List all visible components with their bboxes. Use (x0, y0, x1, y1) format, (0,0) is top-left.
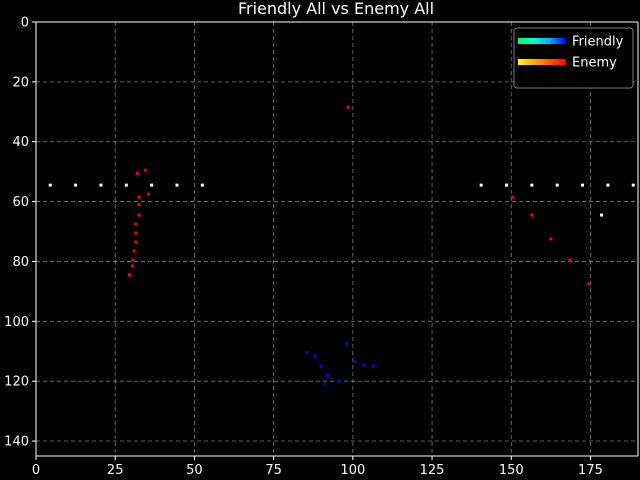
y-tick-label: 0 (21, 16, 29, 31)
enemy-point (134, 222, 138, 226)
x-tick-label: 175 (578, 463, 603, 478)
marker-point (479, 183, 483, 187)
marker-point (48, 183, 52, 187)
x-tick-label: 50 (186, 463, 203, 478)
enemy-point (143, 168, 147, 172)
marker-point (505, 183, 509, 187)
y-tick-label: 80 (12, 255, 29, 270)
marker-point (606, 183, 610, 187)
y-tick-label: 140 (4, 435, 29, 450)
x-tick-label: 75 (265, 463, 282, 478)
enemy-point (135, 171, 139, 175)
enemy-legend-swatch (518, 59, 566, 65)
friendly-point (337, 379, 341, 383)
marker-point (200, 183, 204, 187)
marker-point (124, 183, 128, 187)
y-tick-label: 100 (4, 315, 29, 330)
enemy-point (134, 231, 138, 235)
enemy-point (131, 264, 135, 268)
enemy-point (568, 258, 572, 262)
marker-point (99, 183, 103, 187)
data-points (48, 105, 635, 386)
axes: 0 25 50 75 100 125 150 175 0 20 40 60 80 100 120 140 (4, 16, 639, 478)
friendly-point (371, 364, 375, 368)
legend: Friendly Enemy (513, 27, 634, 89)
marker-point (530, 183, 534, 187)
friendly-legend-swatch (518, 38, 566, 44)
marker-point (581, 183, 585, 187)
x-tick-label: 125 (420, 463, 445, 478)
enemy-point (134, 240, 138, 244)
friendly-point (313, 354, 317, 358)
enemy-point (137, 203, 141, 207)
y-tick-label: 60 (12, 195, 29, 210)
enemy-point (549, 237, 553, 241)
marker-point (74, 183, 78, 187)
marker-point (555, 183, 559, 187)
marker-point (150, 183, 154, 187)
friendly-point (352, 360, 356, 364)
marker-point (175, 183, 179, 187)
enemy-point (530, 213, 534, 217)
y-tick-label: 20 (12, 75, 29, 90)
y-tick-label: 120 (4, 375, 29, 390)
friendly-point (305, 351, 309, 355)
enemy-point (511, 195, 515, 199)
x-tick-label: 0 (32, 463, 40, 478)
friendly-legend-label: Friendly (572, 35, 624, 50)
enemy-point (137, 195, 141, 199)
marker-point (631, 183, 635, 187)
friendly-point (345, 342, 349, 346)
enemy-point (127, 273, 131, 277)
enemy-point (146, 192, 150, 196)
marker-point (600, 213, 604, 217)
x-tick-label: 150 (499, 463, 524, 478)
enemy-point (587, 282, 591, 286)
enemy-point (346, 105, 350, 109)
enemy-point (132, 249, 136, 253)
enemy-point (137, 213, 141, 217)
y-tick-label: 40 (12, 135, 29, 150)
x-tick-label: 25 (107, 463, 124, 478)
grid (36, 22, 638, 456)
friendly-point (325, 373, 329, 377)
friendly-point (322, 382, 326, 386)
x-tick-label: 100 (340, 463, 365, 478)
friendly-point (362, 363, 366, 367)
chart-title: Friendly All vs Enemy All (238, 0, 434, 18)
enemy-legend-label: Enemy (572, 56, 617, 71)
enemy-point (131, 258, 135, 262)
friendly-point (319, 364, 323, 368)
